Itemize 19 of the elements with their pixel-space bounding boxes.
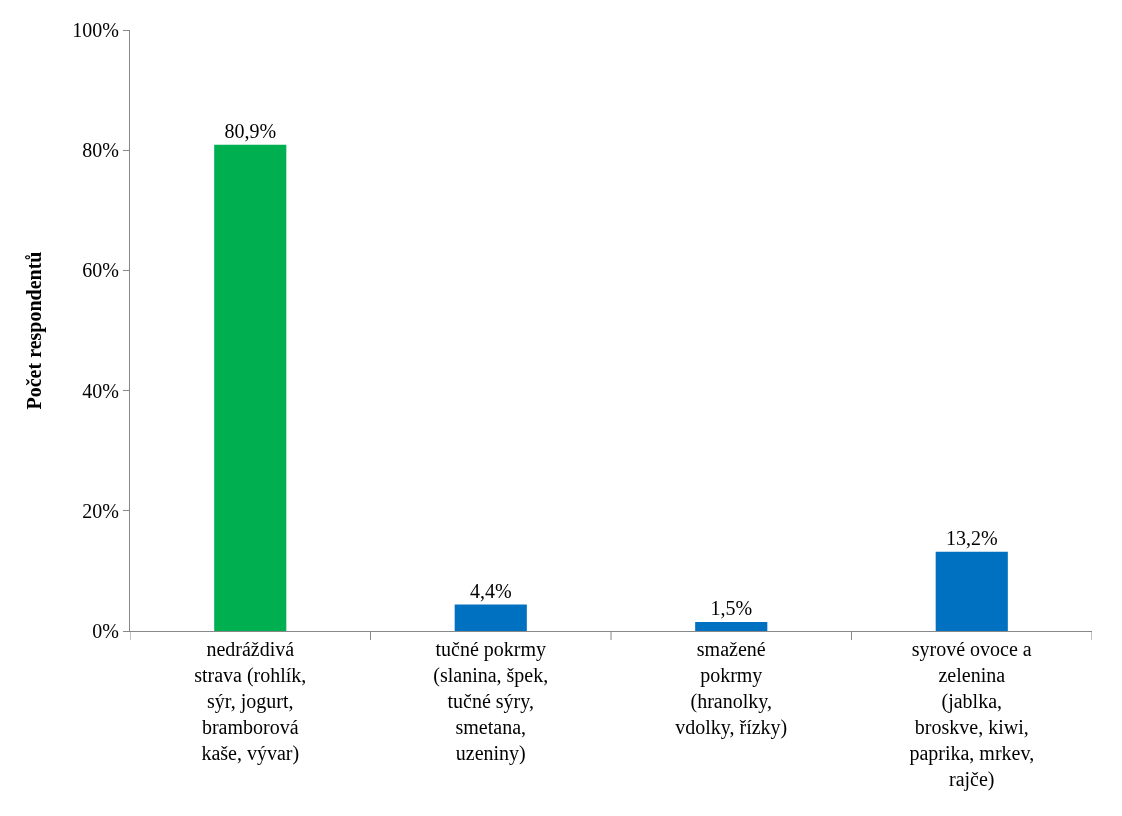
x-tick-label: nedráždivá strava (rohlík, sýr, jogurt, bramborová kaše, vývar)	[194, 638, 307, 765]
data-label: 13,2%	[945, 526, 998, 549]
y-tick-label: 60%	[82, 259, 119, 282]
y-axis-title: Počet respondentů	[22, 251, 46, 410]
y-tick-label: 80%	[82, 139, 119, 162]
y-tick-label: 0%	[92, 620, 119, 642]
bar	[454, 604, 527, 631]
data-label: 80,9%	[224, 119, 277, 142]
bar	[695, 621, 768, 631]
y-tick-label: 20%	[82, 499, 119, 522]
data-label: 1,5%	[710, 596, 753, 619]
data-label: 4,4%	[469, 579, 512, 602]
bar	[935, 551, 1008, 631]
bar	[214, 144, 287, 631]
x-tick-label: smažené pokrmy (hranolky, vdolky, řízky)	[675, 638, 788, 739]
x-tick-label: syrové ovoce a zelenina (jablka, broskve, kiwi, paprika, mrkev, rajče)	[909, 638, 1035, 791]
x-tick-label: tučné pokrmy (slanina, špek, tučné sýry, smetana, uzeniny)	[433, 638, 549, 765]
y-tick-label: 40%	[82, 379, 119, 402]
y-tick-label: 100%	[72, 19, 119, 41]
